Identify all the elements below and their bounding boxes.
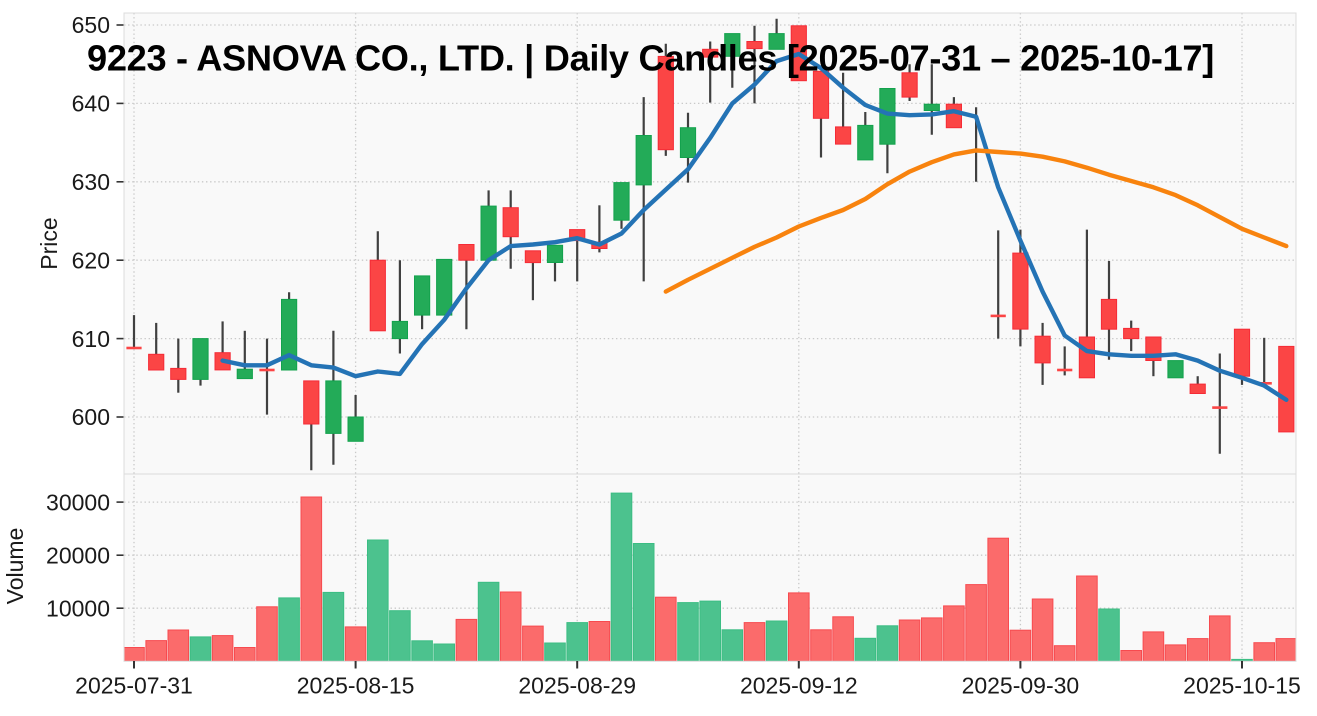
svg-text:10000: 10000 (46, 596, 110, 622)
svg-text:610: 610 (72, 326, 110, 352)
svg-text:600: 600 (72, 404, 110, 430)
svg-text:2025-08-15: 2025-08-15 (297, 673, 415, 699)
svg-text:2025-08-29: 2025-08-29 (518, 673, 636, 699)
svg-text:630: 630 (72, 169, 110, 195)
svg-text:2025-09-30: 2025-09-30 (962, 673, 1080, 699)
svg-text:9223 - ASNOVA CO., LTD. | Dail: 9223 - ASNOVA CO., LTD. | Daily Candles … (87, 38, 1214, 80)
svg-text:20000: 20000 (46, 542, 110, 568)
svg-text:30000: 30000 (46, 489, 110, 515)
svg-text:Volume: Volume (2, 528, 28, 605)
svg-text:Price: Price (36, 217, 62, 269)
svg-text:620: 620 (72, 247, 110, 273)
svg-text:2025-09-12: 2025-09-12 (740, 673, 858, 699)
svg-text:2025-07-31: 2025-07-31 (75, 673, 193, 699)
svg-text:2025-10-15: 2025-10-15 (1183, 673, 1301, 699)
svg-text:640: 640 (72, 91, 110, 117)
svg-text:650: 650 (72, 12, 110, 38)
